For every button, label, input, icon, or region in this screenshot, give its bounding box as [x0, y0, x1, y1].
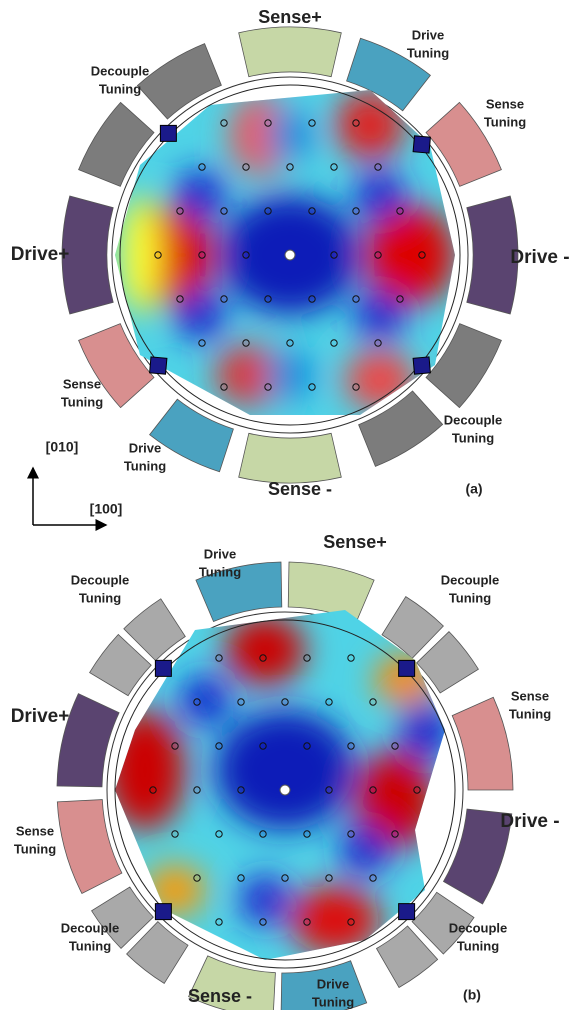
- label: Tuning: [457, 938, 499, 953]
- label: Sense: [511, 688, 549, 703]
- label: Sense+: [258, 7, 322, 27]
- label: Decouple: [441, 572, 500, 587]
- caption: (a): [465, 481, 482, 497]
- label: Tuning: [452, 430, 494, 445]
- label: Tuning: [79, 590, 121, 605]
- label: Sense -: [188, 986, 252, 1006]
- mode-blob: [215, 710, 355, 830]
- mode-blob: [180, 675, 230, 725]
- label: Drive: [129, 440, 162, 455]
- electrode: [239, 27, 342, 77]
- axis-label: [010]: [46, 439, 79, 455]
- mode-blob: [265, 350, 315, 400]
- center-post: [285, 250, 295, 260]
- mode-blob: [145, 865, 205, 915]
- mode-blob: [400, 700, 450, 760]
- tuning-spring: [413, 136, 430, 153]
- mode-blob: [120, 195, 160, 315]
- label: Tuning: [449, 590, 491, 605]
- label: Tuning: [99, 81, 141, 96]
- tuning-spring: [399, 904, 415, 920]
- label: Tuning: [14, 841, 56, 856]
- mode-blob: [105, 710, 185, 830]
- figure: [010] [100] (a) (b) Sense+ Drive Tuning Sen…: [0, 0, 569, 1010]
- label: Drive: [412, 27, 445, 42]
- electrode: [57, 800, 122, 894]
- label: Tuning: [61, 394, 103, 409]
- label: Tuning: [407, 45, 449, 60]
- mode-blob: [240, 875, 290, 925]
- label: Tuning: [124, 458, 166, 473]
- tuning-spring: [399, 660, 415, 676]
- label: Drive -: [500, 811, 559, 832]
- electrode: [62, 196, 113, 314]
- label: Tuning: [199, 564, 241, 579]
- caption: (b): [463, 987, 481, 1003]
- resonator: [57, 562, 513, 1010]
- label: Tuning: [484, 114, 526, 129]
- label: Decouple: [71, 572, 130, 587]
- center-post: [280, 785, 290, 795]
- label: Drive: [317, 976, 350, 991]
- label: Drive: [204, 546, 237, 561]
- mode-blob: [290, 885, 380, 955]
- label: Sense: [63, 376, 101, 391]
- label: Sense -: [268, 479, 332, 499]
- mode-blob: [225, 615, 305, 685]
- mode-blob: [365, 205, 455, 305]
- tuning-spring: [160, 125, 176, 141]
- label: Sense: [16, 823, 54, 838]
- tuning-spring: [155, 904, 171, 920]
- label: Drive+: [11, 706, 70, 727]
- orientation-axes: [010] [100]: [33, 439, 122, 525]
- label: Drive -: [510, 247, 569, 268]
- label: Drive+: [11, 244, 70, 265]
- axis-label: [100]: [90, 501, 123, 517]
- label: Decouple: [449, 920, 508, 935]
- label: Tuning: [509, 706, 551, 721]
- tuning-spring: [413, 357, 430, 374]
- label: Decouple: [444, 412, 503, 427]
- tuning-spring: [155, 660, 171, 676]
- label: Decouple: [91, 63, 150, 78]
- label: Tuning: [69, 938, 111, 953]
- mode-blob: [340, 825, 390, 875]
- mode-blob: [265, 110, 315, 160]
- label: Decouple: [61, 920, 120, 935]
- tuning-spring: [150, 357, 167, 374]
- label: Tuning: [312, 994, 354, 1009]
- label: Sense: [486, 96, 524, 111]
- electrode: [239, 433, 342, 483]
- electrode: [452, 697, 513, 790]
- label: Sense+: [323, 532, 387, 552]
